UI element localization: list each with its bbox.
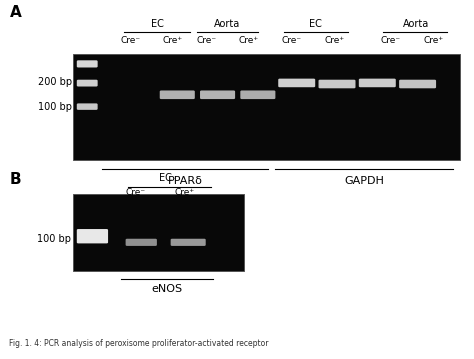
Text: 100 bp: 100 bp xyxy=(38,102,72,112)
FancyBboxPatch shape xyxy=(126,239,157,246)
Text: Cre⁻: Cre⁻ xyxy=(125,188,145,197)
FancyBboxPatch shape xyxy=(399,80,436,88)
FancyBboxPatch shape xyxy=(77,229,108,243)
Text: Cre⁺: Cre⁺ xyxy=(239,36,259,45)
Text: PPARδ: PPARδ xyxy=(167,176,202,186)
Text: Cre⁻: Cre⁻ xyxy=(196,36,216,45)
Text: 100 bp: 100 bp xyxy=(37,234,71,244)
Text: EC: EC xyxy=(158,173,172,183)
Text: Cre⁻: Cre⁻ xyxy=(120,36,140,45)
Text: B: B xyxy=(9,172,21,187)
Text: GAPDH: GAPDH xyxy=(344,176,384,186)
Text: Cre⁺: Cre⁺ xyxy=(324,36,344,45)
FancyBboxPatch shape xyxy=(359,79,396,87)
Text: Cre⁺: Cre⁺ xyxy=(424,36,444,45)
FancyBboxPatch shape xyxy=(77,103,98,110)
FancyBboxPatch shape xyxy=(278,79,315,87)
Text: Cre⁺: Cre⁺ xyxy=(163,36,183,45)
Text: Cre⁻: Cre⁻ xyxy=(381,36,401,45)
Bar xyxy=(73,54,460,160)
FancyBboxPatch shape xyxy=(171,239,206,246)
FancyBboxPatch shape xyxy=(200,90,235,99)
FancyBboxPatch shape xyxy=(319,80,356,88)
FancyBboxPatch shape xyxy=(240,90,275,99)
Text: EC: EC xyxy=(151,19,164,29)
Text: Cre⁺: Cre⁺ xyxy=(175,188,195,197)
Text: EC: EC xyxy=(309,19,322,29)
Bar xyxy=(73,194,244,271)
FancyBboxPatch shape xyxy=(77,80,98,87)
FancyBboxPatch shape xyxy=(77,60,98,67)
Text: Fig. 1. 4: PCR analysis of peroxisome proliferator-activated receptor: Fig. 1. 4: PCR analysis of peroxisome pr… xyxy=(9,339,269,348)
Text: A: A xyxy=(9,5,21,20)
Text: Aorta: Aorta xyxy=(402,19,429,29)
Text: Cre⁻: Cre⁻ xyxy=(282,36,301,45)
FancyBboxPatch shape xyxy=(160,90,195,99)
Text: Aorta: Aorta xyxy=(213,19,240,29)
Text: eNOS: eNOS xyxy=(151,284,182,294)
Text: 200 bp: 200 bp xyxy=(38,77,72,87)
